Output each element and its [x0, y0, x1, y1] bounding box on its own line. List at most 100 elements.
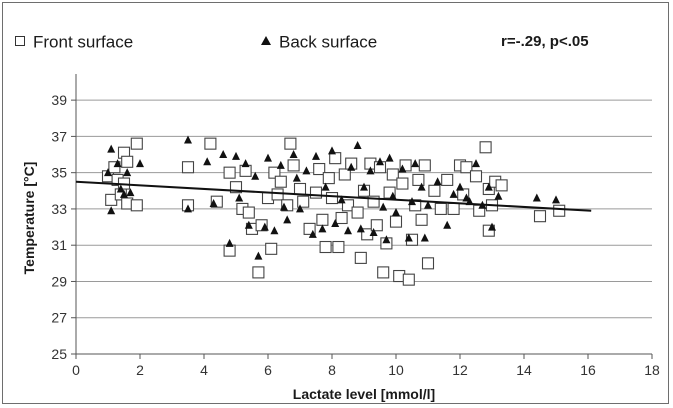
front-surface-point — [367, 195, 380, 208]
x-tick-label: 14 — [516, 362, 532, 378]
front-surface-point — [396, 177, 409, 190]
square-marker-icon — [15, 36, 25, 47]
front-surface-point — [434, 202, 447, 215]
back-surface-point — [241, 159, 250, 168]
back-surface-point — [318, 224, 327, 233]
front-surface-point — [338, 168, 351, 181]
back-surface-point — [254, 251, 263, 260]
front-surface-point — [255, 219, 268, 232]
back-surface-point — [462, 193, 471, 202]
back-surface-point — [494, 191, 503, 200]
y-tick-label: 35 — [51, 165, 67, 181]
back-surface-point — [312, 151, 320, 160]
back-surface-point — [331, 218, 340, 227]
front-surface-point — [204, 137, 217, 150]
back-surface-point — [120, 189, 128, 198]
y-axis-title: Temperature [°C] — [21, 162, 37, 275]
back-surface-point — [296, 204, 304, 213]
front-surface-point — [322, 172, 335, 185]
back-surface-point — [356, 224, 365, 233]
back-surface-point — [302, 166, 311, 175]
front-surface-point — [297, 195, 310, 208]
back-surface-point — [366, 166, 375, 175]
front-surface-point — [402, 273, 415, 286]
back-surface-point — [292, 173, 301, 182]
back-surface-point — [260, 222, 269, 231]
back-surface-point — [417, 182, 426, 191]
front-surface-point — [354, 251, 367, 264]
x-tick-label: 16 — [580, 362, 596, 378]
back-surface-point — [337, 195, 346, 204]
front-surface-point — [351, 206, 364, 219]
front-surface-point — [341, 199, 355, 212]
triangle-marker-icon — [261, 36, 271, 46]
front-surface-point — [223, 166, 236, 179]
back-surface-point — [388, 191, 397, 200]
back-surface-point — [344, 226, 352, 235]
front-surface-point — [370, 219, 383, 232]
back-surface-point — [456, 182, 464, 191]
front-surface-point — [457, 188, 470, 201]
back-surface-point — [123, 168, 132, 177]
back-surface-point — [126, 188, 135, 197]
front-surface-point — [418, 159, 431, 172]
back-surface-point — [107, 144, 116, 153]
x-tick-label: 8 — [328, 362, 336, 378]
front-surface-point — [389, 215, 403, 228]
legend-label-front: Front surface — [33, 32, 134, 52]
front-surface-point — [447, 202, 460, 215]
front-surface-point — [332, 240, 345, 254]
back-surface-point — [385, 153, 394, 162]
front-surface-point — [284, 137, 297, 150]
back-surface-point — [184, 204, 192, 213]
back-surface-point — [184, 135, 192, 144]
front-surface-point — [130, 199, 143, 212]
back-surface-point — [532, 193, 541, 202]
back-surface-point — [116, 184, 125, 193]
back-surface-point — [433, 177, 442, 186]
front-surface-point — [399, 159, 412, 172]
front-surface-point — [415, 213, 428, 226]
front-surface-point — [479, 141, 492, 154]
front-surface-point — [181, 161, 195, 174]
back-surface-point — [225, 238, 234, 247]
x-tick-label: 0 — [72, 362, 80, 378]
front-surface-point — [265, 242, 278, 255]
x-tick-label: 18 — [644, 362, 660, 378]
back-surface-point — [107, 206, 116, 215]
front-surface-point — [441, 173, 454, 186]
front-surface-point — [287, 159, 300, 172]
back-surface-point — [411, 159, 420, 168]
x-axis-title: Lactate level [mmol/l] — [293, 386, 435, 402]
x-tick-label: 2 — [136, 362, 144, 378]
x-tick-label: 12 — [452, 362, 468, 378]
back-surface-point — [244, 220, 253, 229]
back-surface-point — [209, 198, 218, 207]
back-surface-point — [404, 233, 413, 242]
back-surface-point — [289, 150, 298, 159]
back-surface-point — [484, 182, 493, 191]
back-surface-point — [104, 168, 112, 177]
back-surface-point — [398, 164, 407, 173]
front-surface-point — [108, 161, 121, 174]
front-surface-point — [210, 195, 223, 208]
back-surface-point — [392, 208, 400, 217]
front-surface-point — [386, 168, 399, 181]
back-surface-point — [360, 182, 368, 191]
front-surface-point — [495, 179, 508, 192]
back-surface-point — [113, 159, 122, 168]
back-surface-point — [203, 157, 212, 166]
front-surface-point — [242, 206, 255, 219]
legend-back-surface: Back surface — [261, 32, 377, 54]
legend-label-back: Back surface — [279, 32, 378, 52]
front-surface-point — [309, 186, 323, 199]
back-surface-point — [382, 235, 391, 244]
back-surface-point — [353, 140, 362, 149]
back-surface-point — [379, 202, 388, 211]
back-surface-point — [280, 202, 288, 211]
back-surface-point — [308, 229, 317, 238]
y-tick-label: 31 — [51, 237, 67, 253]
front-surface-point — [130, 137, 143, 150]
back-surface-point — [235, 193, 244, 202]
